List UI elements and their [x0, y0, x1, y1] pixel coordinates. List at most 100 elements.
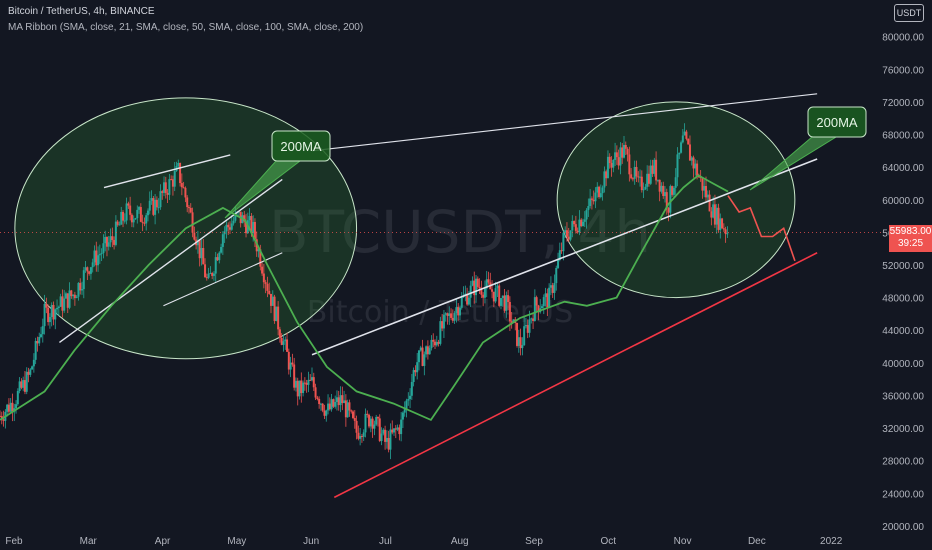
candle-body	[658, 179, 661, 192]
last-price-tag: 55983.00 39:25	[889, 225, 932, 252]
candle-body	[321, 403, 324, 411]
candle-body	[453, 313, 456, 321]
candle-body	[389, 429, 392, 450]
bar-countdown: 39:25	[897, 238, 924, 249]
candle-body	[393, 428, 396, 433]
candle-body	[22, 380, 25, 388]
candle-body	[533, 297, 536, 322]
candle-body	[45, 303, 48, 308]
candle-body	[319, 403, 322, 405]
candle-body	[483, 288, 486, 298]
candle-body	[492, 291, 495, 302]
candle-body	[722, 228, 725, 230]
candle-body	[382, 429, 385, 434]
candle-body	[647, 173, 650, 184]
candle-body	[29, 369, 32, 375]
candle-body	[410, 382, 413, 396]
candle-body	[84, 267, 87, 271]
candle-body	[548, 287, 551, 308]
candle-body	[253, 221, 256, 240]
candle-body	[339, 395, 342, 406]
candle-body	[31, 366, 34, 370]
candle-body	[234, 212, 237, 221]
candle-body	[724, 229, 727, 234]
candle-body	[696, 163, 699, 177]
candle-body	[335, 397, 338, 403]
candle-body	[134, 218, 137, 220]
candle-body	[656, 179, 659, 181]
candle-body	[713, 204, 716, 225]
candle-body	[631, 178, 634, 180]
candle-body	[104, 237, 107, 244]
candle-body	[726, 233, 729, 235]
candle-body	[628, 154, 631, 175]
candle-body	[606, 156, 609, 179]
candle-body	[371, 418, 374, 429]
candle-body	[428, 348, 431, 355]
candle-body	[337, 397, 340, 406]
x-tick-label: May	[227, 536, 246, 547]
candle-body	[146, 210, 149, 216]
candle-body	[619, 147, 622, 166]
candle-body	[150, 198, 153, 201]
symbol-title[interactable]: Bitcoin / TetherUS, 4h, BINANCE	[8, 6, 155, 17]
candle-body	[423, 354, 426, 366]
candle-body	[581, 221, 584, 227]
candle-body	[642, 189, 645, 191]
candle-body	[81, 289, 84, 291]
candle-body	[467, 297, 470, 305]
candle-body	[605, 171, 608, 179]
candle-body	[261, 266, 264, 274]
candle-body	[225, 224, 228, 232]
candle-body	[318, 398, 321, 404]
candle-body	[63, 298, 66, 311]
candle-body	[519, 337, 522, 349]
candle-body	[198, 240, 201, 259]
candle-body	[209, 273, 212, 275]
candle-body	[132, 219, 135, 223]
candle-body	[491, 289, 494, 292]
candle-body	[166, 192, 169, 195]
candle-body	[284, 339, 287, 342]
candle-body	[296, 380, 299, 397]
candle-body	[712, 204, 715, 218]
candle-body	[458, 307, 461, 316]
candle-body	[102, 243, 105, 254]
candle-body	[542, 297, 545, 307]
candle-body	[6, 404, 9, 412]
candle-body	[275, 306, 278, 322]
candle-body	[701, 177, 704, 191]
candle-body	[343, 400, 346, 404]
candle-body	[435, 341, 438, 346]
x-tick-label: Feb	[5, 536, 23, 547]
candle-body	[220, 246, 223, 253]
candle-body	[471, 280, 474, 286]
candle-body	[599, 193, 602, 198]
candle-body	[421, 347, 424, 366]
candle-body	[327, 403, 330, 411]
currency-button[interactable]: USDT	[894, 4, 924, 22]
candle-body	[287, 351, 290, 370]
candle-body	[191, 212, 194, 233]
candle-body	[286, 339, 289, 352]
candle-body	[9, 402, 12, 412]
candle-body	[148, 200, 151, 211]
candle-body	[113, 240, 116, 245]
x-tick-label: Sep	[525, 536, 543, 547]
candle-body	[562, 232, 565, 252]
candle-body	[558, 250, 561, 260]
candle-body	[414, 370, 417, 373]
candle-body	[202, 247, 205, 265]
candle-body	[505, 295, 508, 311]
candle-body	[692, 157, 695, 169]
indicator-legend[interactable]: MA Ribbon (SMA, close, 21, SMA, close, 5…	[8, 22, 364, 33]
candle-body	[212, 273, 215, 276]
candle-body	[355, 420, 358, 433]
candle-body	[524, 325, 527, 327]
candle-body	[77, 282, 80, 297]
candle-body	[510, 321, 513, 323]
candle-body	[573, 221, 576, 225]
candle-body	[672, 187, 675, 195]
